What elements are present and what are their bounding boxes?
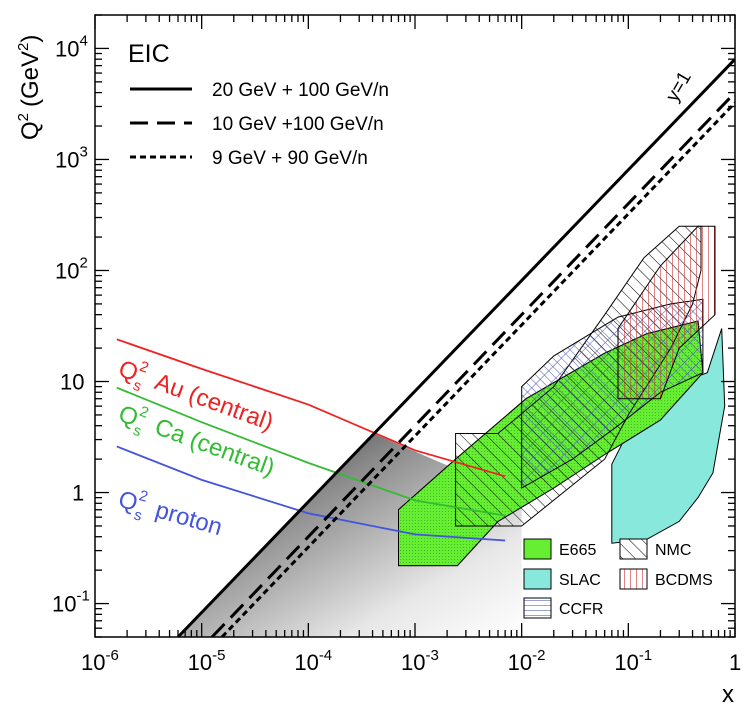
line-legend: 20 GeV + 100 GeV/n 10 GeV +100 GeV/n 9 GeV…	[130, 80, 389, 169]
x-tick-label: 10-5	[188, 647, 226, 675]
legend-label-9-gev-90-gev-n: 9 GeV + 90 GeV/n	[212, 148, 368, 169]
y-tick-label: 10	[60, 370, 84, 395]
saturation-curves	[116, 338, 506, 542]
x-tick-label: 10-1	[614, 647, 652, 675]
x-tick-label: 10-3	[401, 647, 439, 675]
experimental-regions	[398, 225, 726, 567]
y-axis-title-unit-sup: 2	[15, 43, 32, 51]
svg-text:SLAC: SLAC	[559, 572, 601, 589]
x-tick-label: 10-4	[294, 647, 332, 675]
x-tick-label: 1	[729, 650, 741, 675]
svg-text:CCFR: CCFR	[559, 601, 603, 618]
svg-text:Q2(GeV2): Q2(GeV2)	[15, 35, 44, 140]
plot-area	[116, 58, 735, 637]
legend-label-20-gev-100-gev-n: 20 GeV + 100 GeV/n	[212, 80, 389, 101]
y-axis-title-close: )	[17, 35, 44, 43]
saturation-curve-au-central	[116, 338, 506, 478]
chart-title: EIC	[128, 40, 170, 68]
y-equals-1-label: y=1	[662, 68, 696, 105]
saturation-curve-labels: Q2s Au (central)Q2s Ca (central)Q2s proton	[114, 355, 278, 547]
y-tick-label: 104	[55, 32, 88, 61]
legend-label-10-gev-100-gev-n: 10 GeV +100 GeV/n	[212, 114, 384, 135]
experiment-region-bcdms	[617, 225, 716, 400]
y-axis-title-unit: (GeV	[17, 51, 44, 107]
kinematic-limit-10-gev-100-gev-n	[210, 91, 735, 637]
saturation-curve-ca-central	[116, 386, 506, 517]
y-tick-label: 1	[72, 481, 84, 506]
y-tick-label: 10-1	[52, 588, 90, 617]
experiment-legend-item-bcdms: BCDMS	[619, 568, 713, 590]
kinematic-limit-20-gev-100-gev-n	[176, 58, 735, 637]
axis-ticks	[94, 14, 736, 638]
experiment-legend-item-nmc: NMC	[619, 538, 691, 560]
experiment-legend-item-e665: E665	[523, 538, 596, 560]
experiment-legend-item-slac: SLAC	[523, 568, 601, 590]
kinematic-limit-9-gev-90-gev-n	[220, 101, 735, 637]
y-axis-title-main: Q	[17, 121, 44, 140]
kinematic-limit-lines	[176, 58, 735, 637]
svg-text:BCDMS: BCDMS	[655, 572, 713, 589]
svg-text:NMC: NMC	[655, 542, 691, 559]
svg-text:E665: E665	[559, 542, 596, 559]
x-tick-label: 10-6	[81, 647, 119, 675]
saturation-curve-proton	[116, 445, 506, 542]
y-tick-label: 103	[55, 143, 88, 172]
experiment-legend: E665 NMC SLAC BCDMS CCFR	[523, 538, 713, 619]
curve-label-proton: Q2s proton	[114, 482, 227, 547]
y-axis-tick-labels: 10-1 1 10 102 103 104	[52, 32, 90, 616]
x-axis-tick-labels: 10-6 10-5 10-4 10-3 10-2 10-1 1	[81, 647, 741, 675]
x-tick-label: 10-2	[508, 647, 546, 675]
experiment-legend-item-ccfr: CCFR	[523, 597, 603, 619]
y-tick-label: 102	[55, 254, 88, 283]
y-axis-title-sup: 2	[15, 113, 32, 121]
y-axis-title: Q2(GeV2)	[15, 35, 44, 140]
x-axis-title: x	[722, 681, 734, 708]
